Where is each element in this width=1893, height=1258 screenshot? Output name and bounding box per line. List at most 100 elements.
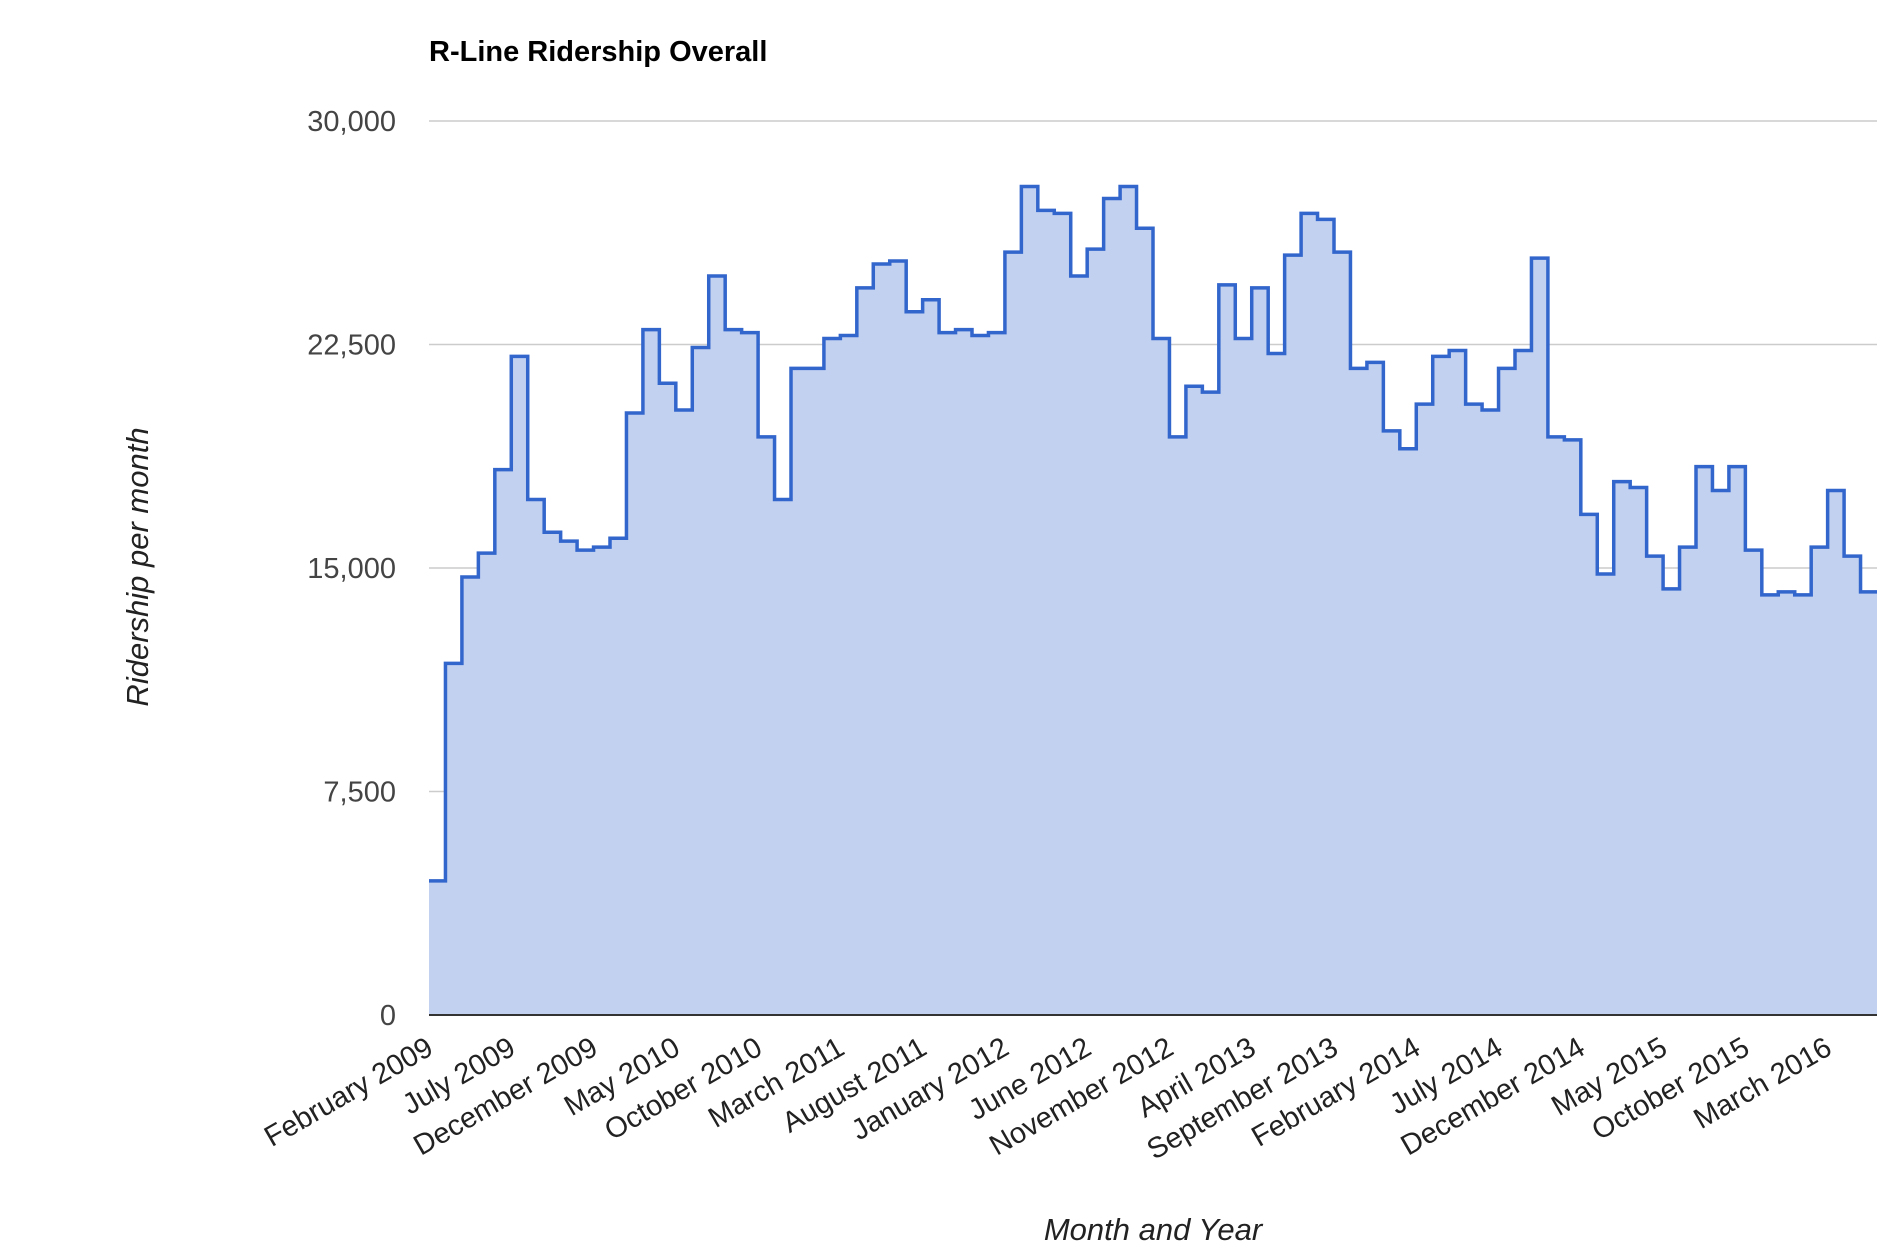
data-point (495, 470, 511, 1015)
data-point (1614, 482, 1630, 1015)
data-point (1630, 488, 1646, 1015)
data-point (1680, 547, 1696, 1015)
y-axis-label: Ridership per month (120, 427, 155, 706)
data-point (1038, 210, 1054, 1015)
data-point (1663, 589, 1679, 1015)
data-point (840, 336, 856, 1015)
data-point (1005, 252, 1021, 1015)
data-point (824, 339, 840, 1015)
chart-title: R-Line Ridership Overall (429, 36, 767, 68)
data-point (1186, 386, 1202, 1015)
data-point (1778, 592, 1794, 1015)
data-point (1416, 404, 1432, 1015)
data-point (939, 333, 955, 1015)
y-tick-label: 7,500 (323, 777, 396, 809)
data-point (511, 356, 527, 1015)
data-point (462, 577, 478, 1015)
data-point (1795, 595, 1811, 1015)
data-point (1087, 249, 1103, 1015)
data-point (1712, 491, 1728, 1015)
data-point (1515, 350, 1531, 1015)
data-point (1120, 187, 1136, 1015)
data-point (709, 276, 725, 1015)
data-point (1844, 556, 1860, 1015)
data-point (1597, 574, 1613, 1015)
data-point (725, 330, 741, 1015)
data-point (478, 553, 494, 1015)
data-point (544, 532, 560, 1015)
data-point (1531, 258, 1547, 1015)
data-point (1383, 431, 1399, 1015)
data-point (577, 550, 593, 1015)
data-point (676, 410, 692, 1015)
data-point (1367, 362, 1383, 1015)
data-point (1449, 350, 1465, 1015)
data-point (610, 538, 626, 1015)
y-tick-label: 22,500 (307, 330, 396, 362)
data-point (857, 288, 873, 1015)
data-point (1252, 288, 1268, 1015)
data-point (1350, 368, 1366, 1015)
data-point (1137, 228, 1153, 1015)
data-point (1021, 187, 1037, 1015)
data-point (1762, 595, 1778, 1015)
y-tick-label: 0 (380, 1000, 396, 1032)
data-point (1153, 339, 1169, 1015)
data-point (1828, 491, 1844, 1015)
data-point (561, 541, 577, 1015)
data-point (659, 383, 675, 1015)
data-point (626, 413, 642, 1015)
data-point (1433, 356, 1449, 1015)
data-point (1054, 213, 1070, 1015)
data-point (429, 881, 445, 1015)
y-axis-ticks: 0 7,500 15,000 22,500 30,000 (307, 106, 396, 1032)
x-axis-label: Month and Year (1044, 1212, 1264, 1247)
data-point (1466, 404, 1482, 1015)
data-point (791, 368, 807, 1015)
plot-area (429, 184, 1877, 1015)
y-tick-label: 30,000 (307, 106, 396, 138)
data-point (742, 333, 758, 1015)
series-line (429, 184, 1877, 883)
data-point (1268, 353, 1284, 1015)
data-point (1696, 467, 1712, 1015)
data-point (1169, 437, 1185, 1015)
data-point (594, 547, 610, 1015)
data-point (1318, 219, 1334, 1015)
data-point (972, 336, 988, 1015)
data-point (1071, 276, 1087, 1015)
data-point (1811, 547, 1827, 1015)
data-point (1745, 550, 1761, 1015)
data-point (643, 330, 659, 1015)
data-point (1548, 437, 1564, 1015)
data-point (692, 347, 708, 1015)
data-point (873, 264, 889, 1015)
data-point (775, 499, 791, 1015)
data-point (1334, 252, 1350, 1015)
data-point (1202, 392, 1218, 1015)
data-point (1219, 285, 1235, 1015)
data-point (890, 261, 906, 1015)
data-point (1482, 410, 1498, 1015)
data-point (1400, 449, 1416, 1015)
data-point (1581, 514, 1597, 1015)
data-point (1104, 198, 1120, 1015)
data-point (906, 312, 922, 1015)
data-point (1301, 213, 1317, 1015)
data-point (445, 663, 461, 1015)
y-tick-label: 15,000 (307, 553, 396, 585)
data-point (923, 300, 939, 1015)
data-point (1647, 556, 1663, 1015)
data-point (528, 499, 544, 1015)
data-point (807, 368, 823, 1015)
data-point (988, 333, 1004, 1015)
data-point (1235, 339, 1251, 1015)
data-point (1564, 440, 1580, 1015)
data-point (758, 437, 774, 1015)
data-point (1285, 255, 1301, 1015)
data-point (1861, 592, 1877, 1015)
data-point (1729, 467, 1745, 1015)
